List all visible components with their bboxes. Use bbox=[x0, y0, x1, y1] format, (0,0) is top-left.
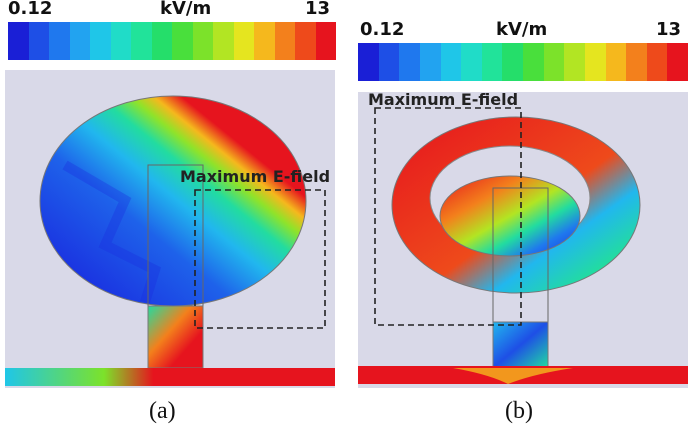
colorbar-swatch bbox=[605, 43, 627, 81]
colorbar-swatch bbox=[419, 43, 441, 81]
colorbar-swatch bbox=[481, 43, 503, 81]
colorbar-unit-label-b: kV/m bbox=[496, 19, 548, 40]
field-plot-b: Maximum E-field bbox=[358, 92, 688, 388]
colorbar-swatch bbox=[564, 43, 585, 81]
colorbar-swatch bbox=[254, 22, 275, 60]
colorbar-max-label-a: 13 bbox=[305, 0, 331, 19]
max-field-box-a bbox=[194, 189, 326, 329]
ground-strip-a bbox=[5, 368, 335, 386]
colorbar-swatch bbox=[49, 22, 70, 60]
max-field-box-b bbox=[374, 107, 522, 326]
colorbar-min-label-a: 0.12 bbox=[8, 0, 53, 19]
colorbar-max-label-b: 13 bbox=[656, 19, 682, 40]
colorbar-swatch bbox=[461, 43, 482, 81]
feed-junction-b bbox=[453, 368, 573, 384]
colorbar-swatch bbox=[192, 22, 213, 60]
colorbar-swatch bbox=[213, 22, 234, 60]
low-field-region-a bbox=[62, 160, 162, 304]
field-plot-a: Maximum E-field bbox=[5, 70, 335, 388]
colorbar-swatch bbox=[131, 22, 152, 60]
colorbar-swatch bbox=[646, 43, 668, 81]
feed-line-b bbox=[492, 321, 549, 369]
colorbar-swatch bbox=[378, 43, 400, 81]
colorbar-swatch bbox=[667, 43, 688, 81]
colorbar-swatch bbox=[440, 43, 462, 81]
colorbar-swatch bbox=[543, 43, 565, 81]
colorbar-swatch bbox=[28, 22, 49, 60]
colorbar-swatch bbox=[8, 22, 29, 60]
colorbar-swatch bbox=[110, 22, 131, 60]
colorbar-swatch bbox=[274, 22, 295, 60]
circular-patch-a bbox=[39, 95, 307, 307]
colorbar-swatch bbox=[399, 43, 420, 81]
colorbar-min-label-b: 0.12 bbox=[360, 19, 405, 40]
feed-line-a bbox=[147, 305, 204, 369]
caption-a: (a) bbox=[149, 398, 176, 424]
annotation-b: Maximum E-field bbox=[368, 92, 518, 109]
colorbar-swatch bbox=[69, 22, 90, 60]
colorbar-swatch bbox=[584, 43, 606, 81]
colorbar-swatch bbox=[502, 43, 523, 81]
colorbar-swatch bbox=[90, 22, 111, 60]
colorbar-swatch bbox=[172, 22, 193, 60]
colorbar-swatch bbox=[295, 22, 316, 60]
inner-patch-b bbox=[439, 175, 581, 257]
annotation-a: Maximum E-field bbox=[180, 167, 330, 186]
colorbar-unit-label-a: kV/m bbox=[160, 0, 212, 19]
caption-b: (b) bbox=[505, 398, 533, 424]
colorbar-swatch bbox=[151, 22, 172, 60]
colorbar-a bbox=[8, 22, 336, 60]
colorbar-swatch bbox=[523, 43, 544, 81]
colorbar-swatch bbox=[233, 22, 254, 60]
colorbar-swatch bbox=[358, 43, 379, 81]
colorbar-swatch bbox=[315, 22, 336, 60]
colorbar-swatch bbox=[626, 43, 647, 81]
colorbar-b bbox=[358, 43, 688, 81]
